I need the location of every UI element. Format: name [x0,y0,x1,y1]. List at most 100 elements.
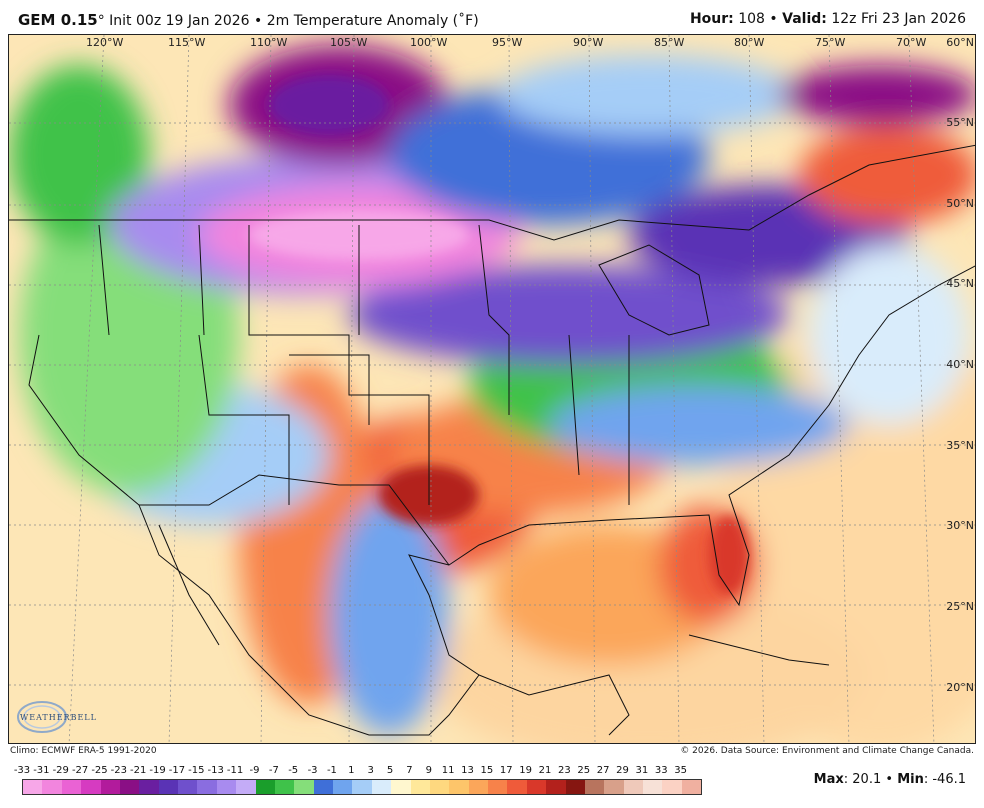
lon-label: 85°W [654,36,685,49]
map-canvas [9,35,975,743]
us-coastline [28,265,975,607]
graticule [9,35,975,743]
lon-label: 90°W [573,36,604,49]
scale-swatch [42,780,62,794]
scale-tick-label: -9 [249,765,260,776]
valid-value: 12z Fri 23 Jan 2026 [831,11,966,27]
scale-tick-label: -27 [71,765,89,776]
scale-swatch [371,780,392,794]
lon-label: 100°W [410,36,448,49]
scale-swatch [236,780,256,794]
scale-swatch [139,780,159,794]
scale-tick-label: 29 [616,765,629,776]
degree-mark: ° [97,13,105,29]
scale-tick-label: 3 [367,765,374,776]
scale-swatch [158,780,178,794]
scale-tick-label: 33 [654,765,668,776]
scale-tick-label: -29 [52,765,69,776]
mexico-outline [138,504,480,736]
cuba-outline [688,634,830,666]
scale-tick-label: -13 [207,765,224,776]
anomaly-map [8,34,976,744]
scale-swatch [429,780,450,794]
scale-swatch [681,780,702,794]
valid-label: Valid: [782,11,827,27]
yucatan [478,674,630,736]
min-value: -46.1 [932,772,966,787]
scale-swatch [178,780,198,794]
header: GEM 0.15° Init 00z 19 Jan 2026 • 2m Temp… [0,0,984,34]
scale-tick-label: -7 [268,765,279,776]
separator-dot: • [885,772,894,787]
scale-tick-label: 11 [441,765,455,776]
scale-swatch [197,780,217,794]
scale-swatch [391,780,411,794]
scale-tick-label: -19 [149,765,166,776]
min-label: Min [897,772,924,787]
scale-tick-label: 5 [386,765,394,776]
scale-tick-label: 15 [480,765,494,776]
scale-tick-label: 19 [519,765,533,776]
max-label: Max [813,772,844,787]
great-lakes [598,244,710,336]
valid-time: Hour: 108 • Valid: 12z Fri 23 Jan 2026 [690,11,966,27]
scale-swatch [119,780,140,794]
scale-swatch [294,780,314,794]
scale-tick-label: 9 [425,765,432,776]
scale-tick-label: -21 [130,765,147,776]
lat-label: 50°N [946,197,974,210]
lon-label: 70°W [896,36,927,49]
climo-note: Climo: ECMWF ERA-5 1991-2020 [10,746,157,756]
scale-swatch [81,780,101,794]
scale-swatch [507,780,527,794]
scale-swatch [255,780,275,794]
lat-label: 30°N [946,519,974,532]
scale-swatch [604,780,624,794]
scale-tick-label: 7 [406,765,413,776]
lon-label: 110°W [250,36,288,49]
scale-tick-label: -23 [110,765,128,776]
lon-label: 80°W [734,36,765,49]
lat-label: 55°N [946,116,974,129]
scale-swatch [584,780,605,794]
scale-swatch [488,780,508,794]
max-value: 20.1 [852,772,882,787]
scale-tick-label: -3 [307,765,318,776]
scale-swatch [468,780,488,794]
boundaries [9,144,975,736]
scale-tick-label: -25 [91,765,108,776]
lat-label: 60°N [946,36,974,49]
scale-tick-label: 23 [558,765,571,776]
scale-swatch [623,780,643,794]
lon-label: 95°W [492,36,523,49]
lon-label: 115°W [168,36,206,49]
scale-tick-label: 1 [348,765,355,776]
copyright-note: © 2026. Data Source: Environment and Cli… [680,746,974,756]
scale-tick-label: -33 [13,765,31,776]
lon-label: 105°W [330,36,368,49]
scale-tick-label: 31 [635,765,649,776]
lat-label: 45°N [946,277,974,290]
scale-tick-label: 25 [577,765,591,776]
scale-tick-label: 27 [596,765,610,776]
weatherbell-logo [17,701,67,733]
model-name: GEM 0.15 [18,11,98,29]
scale-swatch [216,780,237,794]
hour-label: Hour: [689,11,734,27]
us-canada-border [9,144,975,241]
scale-swatch [546,780,566,794]
logo-text: WEATHERBELL [20,713,97,722]
separator-dot: • [769,11,778,27]
lon-label: 75°W [815,36,846,49]
max-min-readout: Max: 20.1 • Min: -46.1 [813,772,966,787]
scale-tick-label: -11 [226,765,244,776]
color-scale-bar [22,779,702,795]
scale-swatch [61,780,82,794]
run-subtitle: Init 00z 19 Jan 2026 • 2m Temperature An… [104,13,479,29]
model-title: GEM 0.15° Init 00z 19 Jan 2026 • 2m Temp… [18,11,479,29]
scale-tick-label: 17 [499,765,513,776]
scale-swatch [313,780,333,794]
scale-tick-label: -15 [188,765,205,776]
lat-label: 25°N [946,600,974,613]
lat-label: 20°N [946,681,974,694]
